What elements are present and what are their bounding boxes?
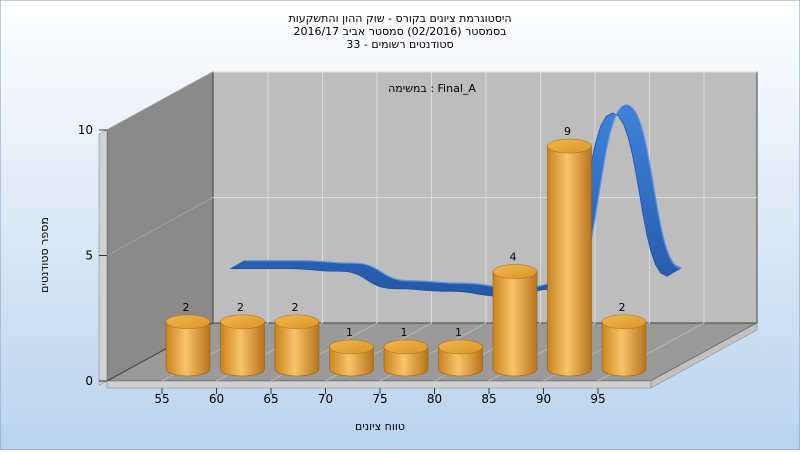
y-axis-label: מספר סטודנטים [38, 217, 51, 293]
floor-right-edge [650, 322, 758, 389]
bar-value-label: 9 [564, 125, 571, 138]
bar-cap [601, 314, 647, 330]
x-tick-label: 60 [209, 392, 224, 406]
bar-70: 1 [329, 326, 374, 377]
y-tick-label: 5 [85, 249, 93, 263]
bar-body [165, 321, 211, 377]
bar-value-label: 2 [237, 301, 244, 314]
y-tick-label: 0 [85, 374, 93, 388]
bar-value-label: 2 [292, 301, 299, 314]
axis-ticks: 0 5 10 55 60 65 70 75 80 85 90 95 [78, 123, 606, 406]
bar-75: 1 [383, 326, 429, 377]
bar-body [438, 346, 483, 377]
bar-55: 2 [165, 301, 211, 377]
y-grid-line-side [106, 197, 214, 256]
x-tick-label: 95 [590, 392, 605, 406]
bar-cap [329, 339, 374, 355]
bar-60: 2 [220, 301, 265, 377]
bar-body [220, 321, 265, 377]
task-label: במשימה : Final_A [388, 82, 476, 95]
title-line-2: בסמסטר (02/2016) סמסטר אביב 2016/17 [293, 25, 506, 38]
bar-value-label: 1 [346, 326, 353, 339]
bar-body [547, 145, 592, 377]
bar-cap [274, 314, 320, 330]
bar-body [329, 346, 374, 377]
x-tick-label: 80 [427, 392, 442, 406]
bar-85: 4 [492, 251, 538, 377]
side-wall-outer-edge [98, 129, 108, 386]
x-tick-label: 65 [263, 392, 278, 406]
floor-front-edge [106, 380, 652, 389]
y-grid-line-side [106, 71, 214, 131]
title-line-1: היסטוגרמת ציונים בקורס - שוק ההון והתשקע… [288, 12, 511, 25]
bar-value-label: 4 [510, 251, 517, 264]
y-tick-label: 10 [78, 123, 93, 137]
bar-body [274, 321, 320, 377]
bar-value-label: 1 [455, 326, 462, 339]
bar-cap [383, 339, 429, 355]
bar-value-label: 2 [183, 301, 190, 314]
x-tick-label: 85 [481, 392, 496, 406]
title: היסטוגרמת ציונים בקורס - שוק ההון והתשקע… [288, 12, 511, 51]
bar-body [492, 271, 538, 377]
x-tick-label: 55 [154, 392, 169, 406]
bar-80: 1 [438, 326, 483, 377]
bar-cap [165, 314, 211, 330]
bar-body [383, 346, 429, 377]
title-line-3: סטודנטים רשומים - 33 [346, 38, 453, 51]
x-tick-label: 90 [536, 392, 551, 406]
bar-value-label: 2 [619, 301, 626, 314]
x-axis-label: טווח ציונים [355, 420, 405, 433]
bar-cap [220, 314, 265, 330]
bar-90: 9 [547, 125, 592, 377]
bar-65: 2 [274, 301, 320, 377]
bar-95: 2 [601, 301, 647, 377]
bars: 2 2 2 1 1 1 4 9 2 [165, 125, 647, 377]
x-tick-label: 75 [372, 392, 387, 406]
x-tick-label: 70 [318, 392, 333, 406]
bar-value-label: 1 [401, 326, 408, 339]
bar-body [601, 321, 647, 377]
bar-cap [492, 264, 538, 279]
bar-cap [438, 339, 483, 355]
bar-cap [547, 138, 592, 154]
